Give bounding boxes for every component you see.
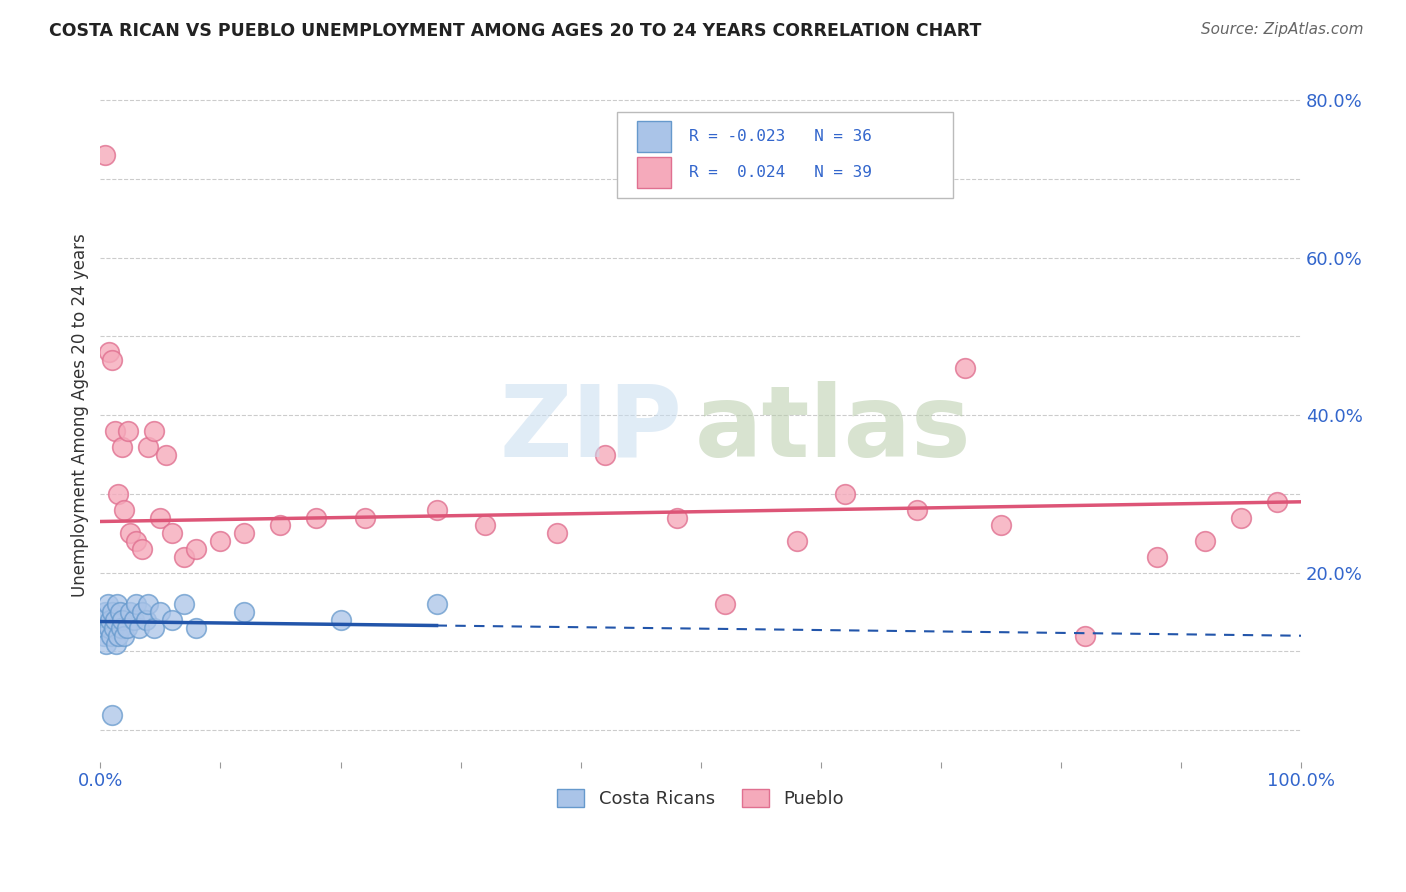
Point — [305, 510, 328, 524]
Point — [209, 534, 232, 549]
Text: ZIP: ZIP — [501, 381, 683, 477]
Point — [120, 526, 142, 541]
Point — [138, 440, 160, 454]
Point — [426, 597, 449, 611]
Point — [115, 621, 138, 635]
Point — [546, 526, 568, 541]
Point — [1230, 510, 1253, 524]
Point — [233, 526, 256, 541]
Point — [96, 597, 118, 611]
Point — [353, 510, 375, 524]
Point — [138, 597, 160, 611]
Point — [1074, 629, 1097, 643]
Point — [117, 424, 139, 438]
Text: Source: ZipAtlas.com: Source: ZipAtlas.com — [1201, 22, 1364, 37]
Point — [94, 148, 117, 162]
Point — [91, 621, 114, 635]
Point — [97, 345, 120, 359]
Point — [786, 534, 808, 549]
Point — [155, 448, 177, 462]
Point — [1194, 534, 1216, 549]
FancyBboxPatch shape — [637, 120, 671, 152]
Point — [1265, 495, 1288, 509]
Point — [186, 621, 208, 635]
Point — [105, 597, 128, 611]
Point — [953, 360, 976, 375]
Point — [665, 510, 688, 524]
Point — [104, 424, 127, 438]
Point — [100, 629, 122, 643]
Point — [97, 621, 120, 635]
Point — [834, 487, 856, 501]
Point — [233, 605, 256, 619]
Y-axis label: Unemployment Among Ages 20 to 24 years: Unemployment Among Ages 20 to 24 years — [72, 234, 89, 597]
Point — [101, 707, 124, 722]
Point — [101, 353, 124, 368]
Point — [112, 629, 135, 643]
Point — [143, 621, 166, 635]
Point — [96, 637, 118, 651]
Point — [162, 613, 184, 627]
Point — [713, 597, 735, 611]
Point — [143, 424, 166, 438]
Text: R =  0.024   N = 39: R = 0.024 N = 39 — [689, 165, 872, 179]
Point — [125, 534, 148, 549]
Point — [104, 613, 127, 627]
Point — [103, 621, 125, 635]
Point — [131, 605, 153, 619]
Point — [104, 637, 127, 651]
Point — [173, 549, 195, 564]
Point — [329, 613, 352, 627]
Text: R = -0.023   N = 36: R = -0.023 N = 36 — [689, 128, 872, 144]
Point — [107, 629, 129, 643]
Point — [111, 613, 134, 627]
Point — [108, 605, 131, 619]
Point — [93, 629, 115, 643]
Point — [98, 613, 121, 627]
Point — [90, 613, 112, 627]
Point — [593, 448, 616, 462]
Text: atlas: atlas — [695, 381, 972, 477]
Point — [905, 502, 928, 516]
Point — [149, 605, 172, 619]
Point — [474, 518, 496, 533]
Point — [111, 440, 134, 454]
Point — [149, 510, 172, 524]
Point — [269, 518, 291, 533]
Point — [162, 526, 184, 541]
FancyBboxPatch shape — [617, 112, 953, 198]
Point — [128, 621, 150, 635]
Point — [135, 613, 157, 627]
Point — [990, 518, 1012, 533]
Text: COSTA RICAN VS PUEBLO UNEMPLOYMENT AMONG AGES 20 TO 24 YEARS CORRELATION CHART: COSTA RICAN VS PUEBLO UNEMPLOYMENT AMONG… — [49, 22, 981, 40]
Point — [122, 613, 145, 627]
Point — [1146, 549, 1168, 564]
Point — [173, 597, 195, 611]
Point — [94, 605, 117, 619]
Point — [107, 487, 129, 501]
Point — [186, 542, 208, 557]
FancyBboxPatch shape — [637, 157, 671, 187]
Legend: Costa Ricans, Pueblo: Costa Ricans, Pueblo — [550, 781, 852, 815]
Point — [110, 621, 132, 635]
Point — [101, 605, 124, 619]
Point — [125, 597, 148, 611]
Point — [131, 542, 153, 557]
Point — [112, 502, 135, 516]
Point — [426, 502, 449, 516]
Point — [120, 605, 142, 619]
